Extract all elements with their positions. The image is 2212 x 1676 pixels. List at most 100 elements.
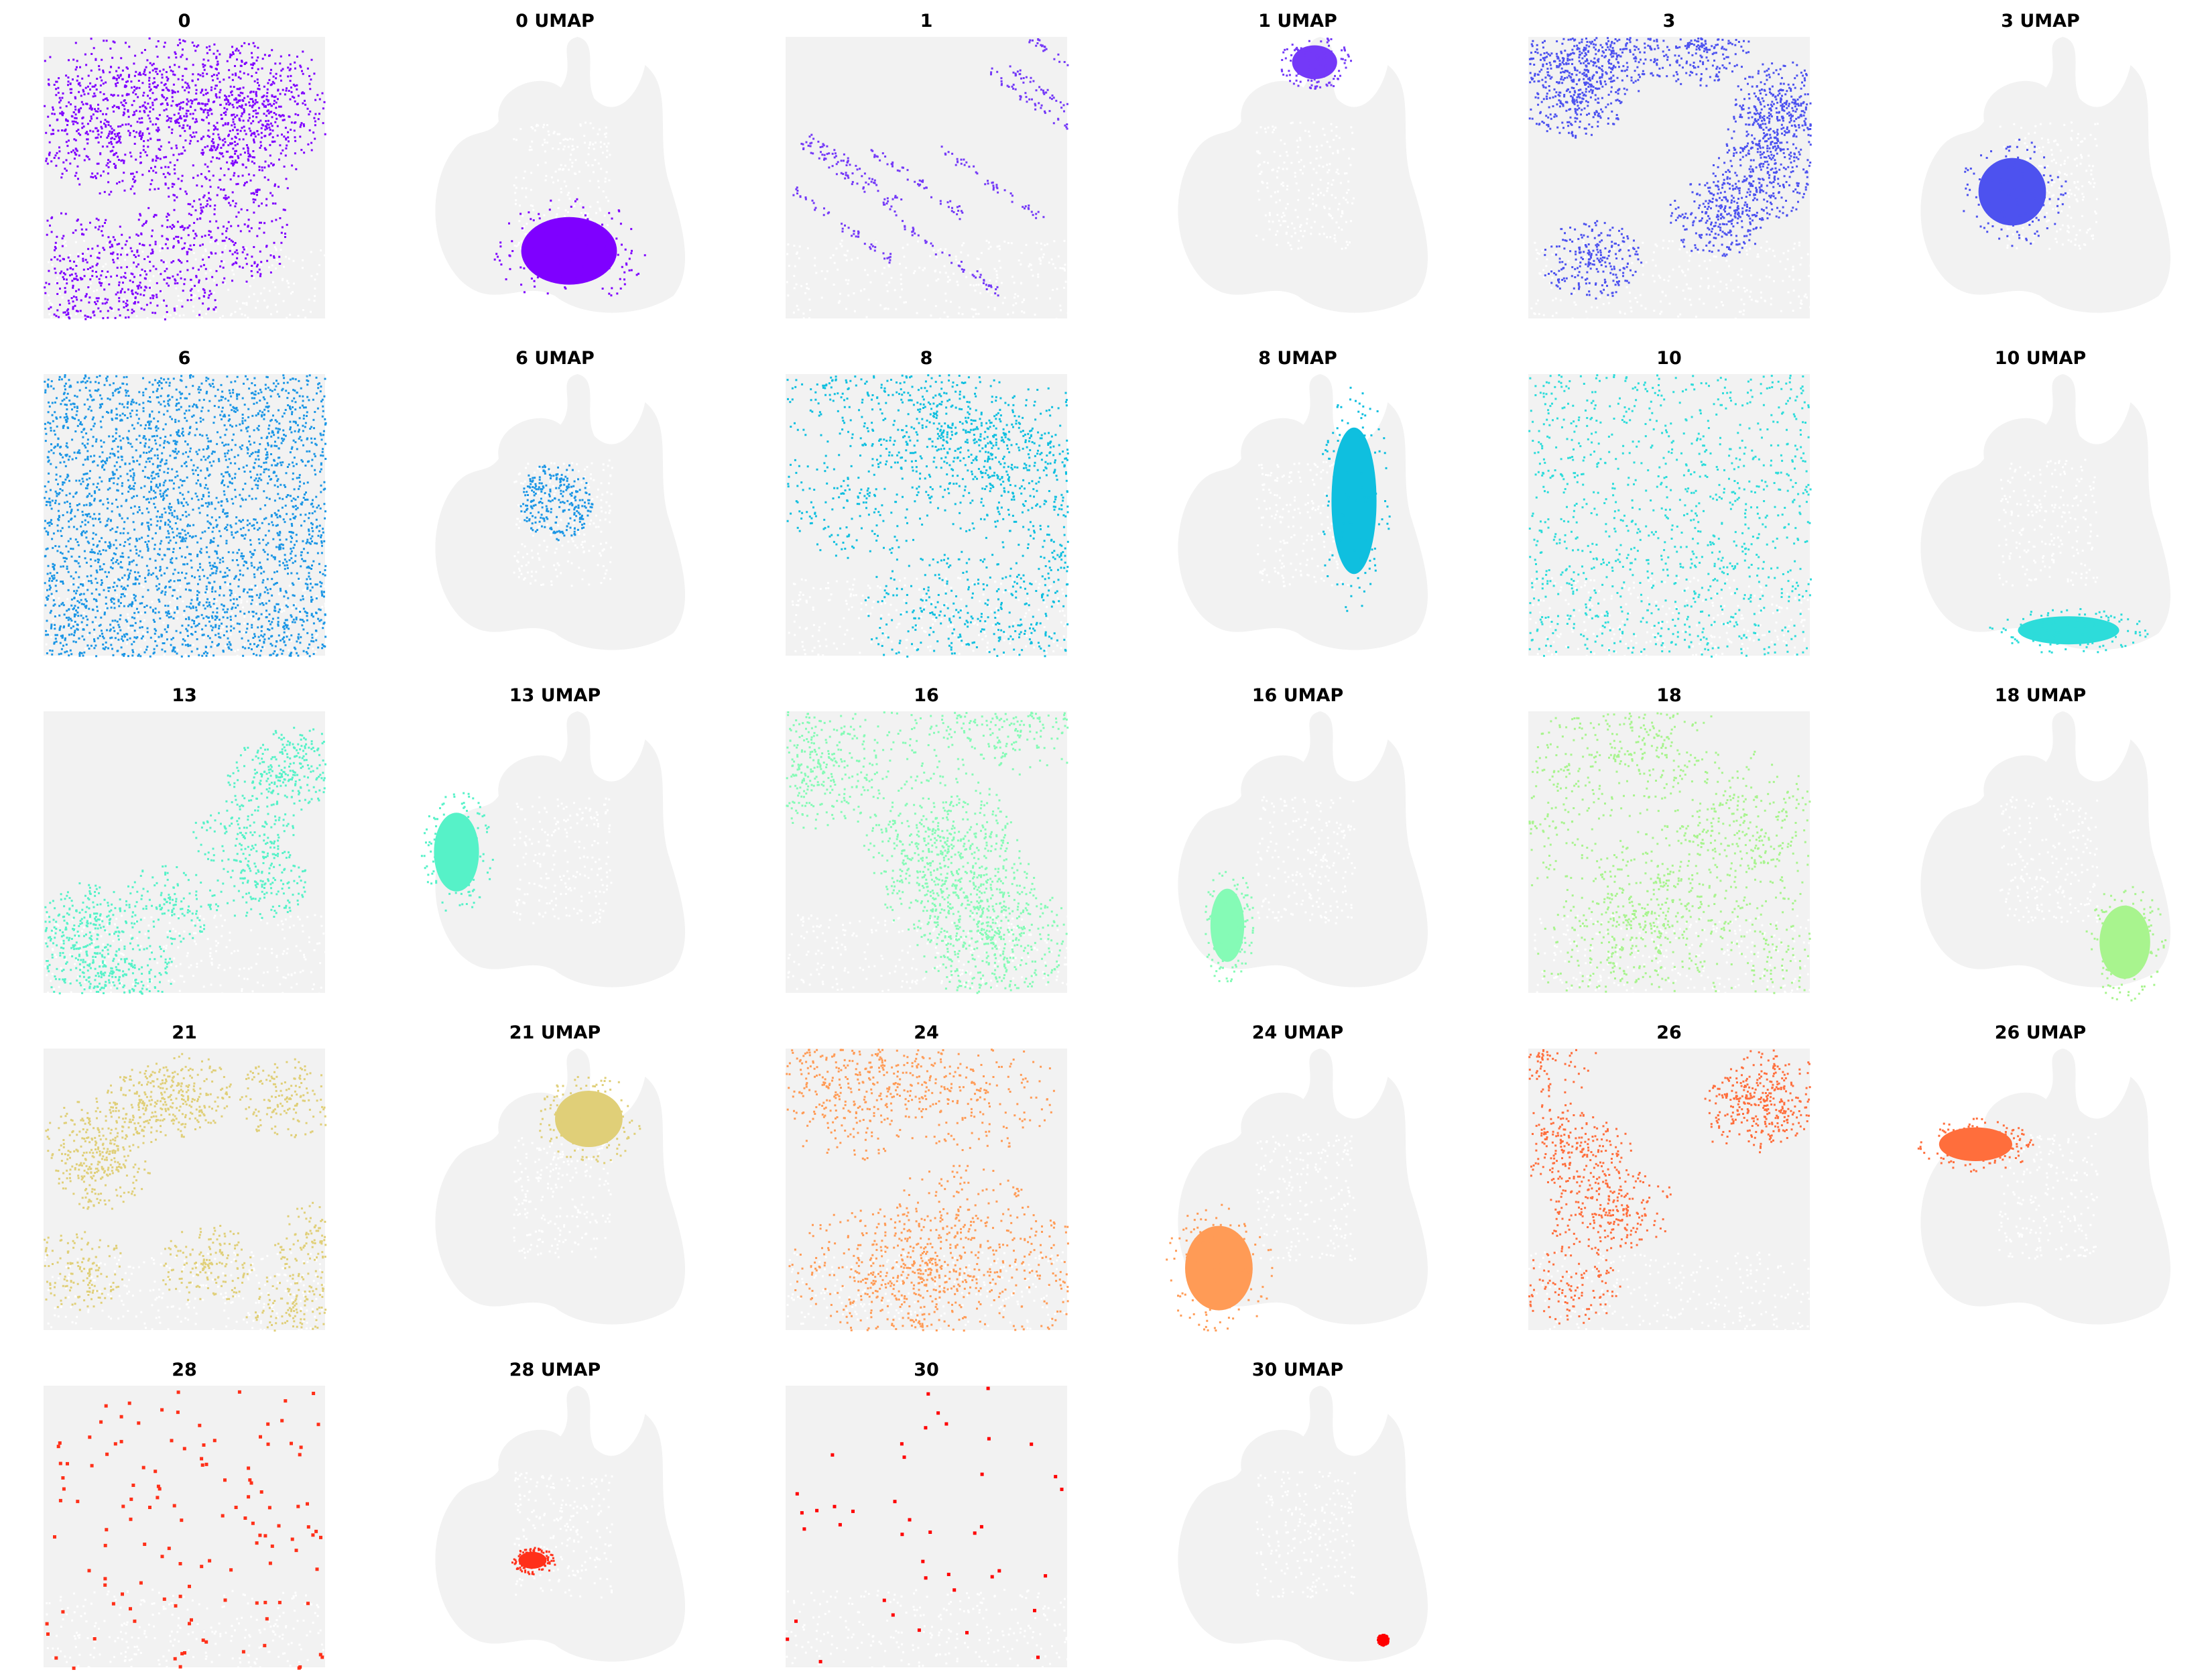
umap-title-10: 10 UMAP: [1995, 348, 2086, 369]
tissue-background: [44, 37, 325, 318]
spatial-panel-3: 3: [1528, 11, 1812, 320]
tissue-gaps: [1534, 914, 1811, 995]
umap-highlight-8: [1331, 427, 1377, 575]
umap-highlight-18: [2099, 905, 2150, 979]
umap-panel-8: 8 UMAP: [1178, 348, 1428, 650]
umap-title-3: 3 UMAP: [2001, 11, 2080, 32]
umap-embedding-background: [1920, 1049, 2171, 1325]
umap-panel-3: 3 UMAP: [1920, 11, 2171, 313]
umap-panel-24: 24 UMAP: [1166, 1022, 1428, 1332]
spatial-title-6: 6: [178, 348, 191, 369]
spatial-title-26: 26: [1656, 1022, 1682, 1043]
umap-embedding-background: [435, 374, 686, 650]
spatial-panel-13: 13: [44, 685, 327, 995]
umap-points-6: [519, 464, 594, 542]
umap-gap-marks: [513, 121, 613, 250]
tissue-gaps: [786, 1251, 1068, 1332]
umap-highlight-13: [434, 813, 479, 892]
spatial-title-30: 30: [914, 1360, 939, 1380]
tissue-gaps: [44, 1251, 327, 1332]
umap-gap-marks: [513, 459, 613, 587]
spatial-title-1: 1: [920, 11, 933, 32]
umap-points-0: [493, 198, 646, 297]
cluster-points-13: [44, 727, 327, 995]
spatial-title-13: 13: [172, 685, 197, 706]
spatial-panel-18: 18: [1528, 685, 1811, 995]
umap-embedding-background: [1178, 37, 1428, 313]
umap-gap-marks: [1998, 1133, 2099, 1260]
tissue-gaps: [1530, 239, 1812, 320]
umap-embedding-background: [435, 711, 686, 987]
spatial-panel-6: 6: [44, 348, 327, 658]
umap-embedding-background: [1178, 1386, 1428, 1662]
cluster-points-21: [44, 1053, 327, 1332]
umap-title-30: 30 UMAP: [1252, 1360, 1343, 1380]
umap-title-16: 16 UMAP: [1252, 685, 1343, 706]
umap-panel-13: 13 UMAP: [420, 685, 686, 987]
umap-panel-28: 28 UMAP: [435, 1360, 686, 1662]
spatial-title-0: 0: [178, 11, 191, 32]
spatial-panel-0: 0: [44, 11, 326, 320]
spatial-panel-24: 24: [786, 1022, 1069, 1332]
umap-panel-0: 0 UMAP: [435, 11, 686, 313]
umap-highlight-0: [521, 217, 617, 285]
umap-panel-26: 26 UMAP: [1917, 1022, 2171, 1325]
cluster-points-30: [786, 1386, 1064, 1664]
umap-panel-18: 18 UMAP: [1920, 685, 2171, 1002]
gap-marks: [48, 239, 326, 320]
umap-points-10: [1989, 608, 2149, 654]
umap-title-28: 28 UMAP: [509, 1360, 601, 1380]
gap-marks: [1530, 239, 1812, 320]
tissue-background: [1528, 711, 1810, 993]
umap-highlight-1: [1292, 45, 1337, 80]
cluster-points-18: [1528, 712, 1811, 994]
spatial-panel-28: 28: [44, 1360, 326, 1670]
umap-panel-30: 30 UMAP: [1178, 1360, 1428, 1662]
gap-marks: [788, 577, 1068, 658]
umap-title-24: 24 UMAP: [1252, 1022, 1343, 1043]
umap-gap-marks: [513, 796, 613, 924]
tissue-background: [786, 37, 1067, 318]
spatial-title-16: 16: [914, 685, 939, 706]
umap-gap-marks: [513, 1133, 613, 1259]
umap-title-6: 6 UMAP: [515, 348, 595, 369]
umap-title-18: 18 UMAP: [1995, 685, 2086, 706]
umap-gap-marks: [1255, 1133, 1356, 1262]
tissue-background: [786, 1386, 1067, 1667]
gap-marks: [786, 1251, 1068, 1332]
umap-points-24: [1166, 1203, 1274, 1332]
spatial-title-21: 21: [172, 1022, 197, 1043]
tissue-background: [44, 374, 325, 656]
tissue-background: [44, 711, 325, 993]
umap-embedding-background: [1920, 37, 2171, 313]
umap-title-21: 21 UMAP: [509, 1022, 601, 1043]
spatial-panel-26: 26: [1528, 1022, 1811, 1332]
umap-points-30: [1377, 1634, 1390, 1647]
tissue-background: [44, 1386, 325, 1667]
umap-points-28: [511, 1547, 556, 1575]
umap-embedding-background: [435, 1386, 686, 1662]
tissue-background: [786, 1049, 1067, 1330]
tissue-gaps: [788, 577, 1068, 658]
umap-panel-1: 1 UMAP: [1178, 11, 1428, 313]
cluster-points-3: [1528, 37, 1812, 300]
umap-points-1: [1280, 38, 1352, 90]
spatial-title-8: 8: [920, 348, 933, 369]
umap-panel-6: 6 UMAP: [435, 348, 686, 650]
spatial-panel-30: 30: [786, 1360, 1069, 1669]
spatial-title-28: 28: [172, 1360, 197, 1380]
umap-title-0: 0 UMAP: [515, 11, 595, 32]
cluster-points-6: [44, 374, 327, 658]
cluster-points-24: [786, 1049, 1069, 1332]
umap-highlight-21: [555, 1091, 623, 1147]
spatial-panel-8: 8: [786, 348, 1069, 658]
umap-gap-marks: [1255, 796, 1356, 924]
umap-highlight-16: [1210, 888, 1245, 962]
umap-highlight-3: [1978, 158, 2046, 226]
spatial-title-10: 10: [1656, 348, 1682, 369]
spatial-panel-16: 16: [786, 685, 1069, 994]
gap-marks: [1534, 914, 1811, 995]
umap-title-1: 1 UMAP: [1258, 11, 1337, 32]
